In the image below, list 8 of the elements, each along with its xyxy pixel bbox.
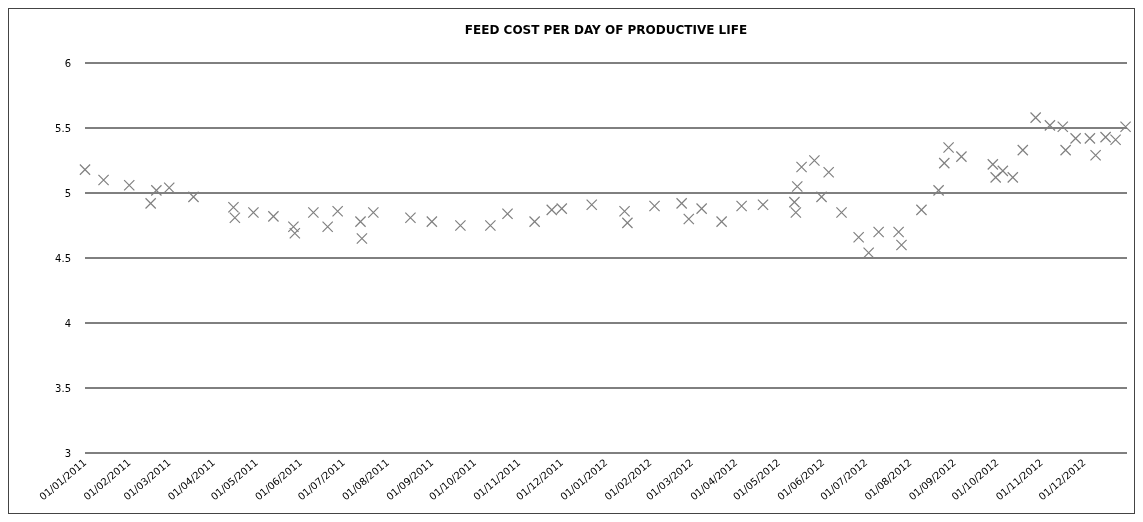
y-tick-label: 4.5: [55, 252, 71, 264]
y-tick-label: 3.5: [55, 382, 71, 394]
y-tick-label: 3: [64, 447, 71, 459]
y-tick-label: 5.5: [55, 122, 71, 134]
y-tick-label: 5: [64, 187, 71, 199]
y-tick-label: 4: [64, 317, 71, 329]
y-tick-label: 6: [64, 57, 71, 69]
chart-title: FEED COST PER DAY OF PRODUCTIVE LIFE: [464, 23, 748, 37]
